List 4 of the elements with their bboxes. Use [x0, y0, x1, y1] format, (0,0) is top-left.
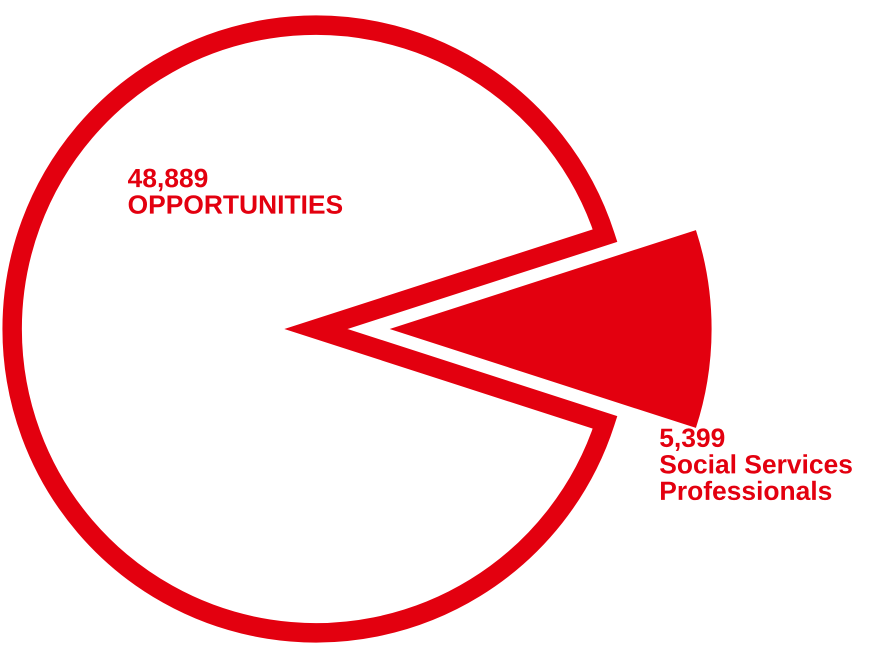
data-label: 48,889: [128, 168, 208, 192]
slice-label: Social Services Professionals: [660, 454, 852, 500]
slice-label: OPPORTUNITIES: [128, 195, 342, 214]
data-label: 5,399: [660, 428, 724, 451]
